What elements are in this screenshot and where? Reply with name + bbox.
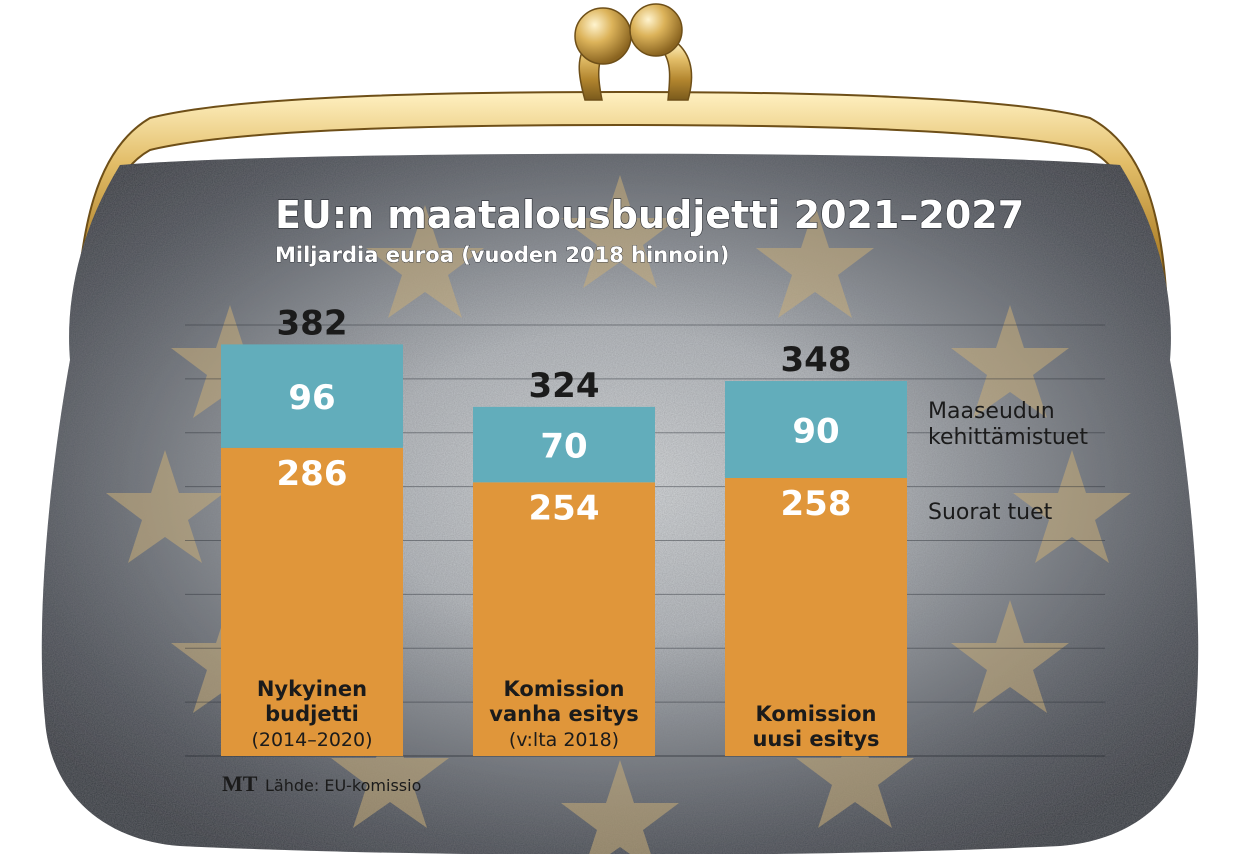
source-note: MT Lähde: EU-komissio bbox=[222, 771, 421, 796]
bar-series bbox=[221, 344, 907, 756]
category-label: Komission bbox=[504, 677, 625, 701]
total-label: 382 bbox=[277, 303, 348, 343]
legend-label-suorat: Suorat tuet bbox=[928, 500, 1053, 525]
total-label: 324 bbox=[529, 366, 600, 406]
clasp-ball-right bbox=[629, 3, 683, 57]
value-label-suorat: 286 bbox=[277, 454, 348, 494]
total-label: 348 bbox=[781, 340, 852, 380]
mt-logo: MT bbox=[222, 771, 258, 796]
value-label-suorat: 258 bbox=[781, 484, 852, 524]
bar-maaseudun-kehittamistuet bbox=[725, 381, 907, 479]
category-label: (2014–2020) bbox=[251, 729, 372, 751]
star-icon bbox=[951, 305, 1069, 418]
star-icon bbox=[796, 715, 914, 828]
category-label: vanha esitys bbox=[489, 702, 638, 726]
star-icon bbox=[1013, 450, 1131, 563]
purse-clasp bbox=[574, 3, 693, 101]
category-label: Komission bbox=[756, 702, 877, 726]
value-label-maaseudun: 70 bbox=[540, 427, 587, 467]
star-icon bbox=[366, 205, 484, 318]
category-label: (v:lta 2018) bbox=[509, 729, 619, 751]
bar-maaseudun-kehittamistuet bbox=[221, 344, 403, 448]
category-label: Nykyinen bbox=[257, 677, 367, 701]
star-icon bbox=[331, 715, 449, 828]
star-icon bbox=[756, 205, 874, 318]
star-icon bbox=[561, 760, 679, 859]
star-icon bbox=[561, 175, 679, 288]
bar-maaseudun-kehittamistuet bbox=[473, 406, 655, 483]
bar-suorat-tuet bbox=[725, 478, 907, 756]
category-label: budjetti bbox=[265, 702, 359, 726]
clasp-ball-left bbox=[574, 7, 632, 65]
star-icon bbox=[951, 600, 1069, 713]
source-text: Lähde: EU-komissio bbox=[265, 776, 421, 795]
star-icon bbox=[106, 450, 224, 563]
category-label: uusi esitys bbox=[752, 727, 879, 751]
value-label-suorat: 254 bbox=[529, 488, 600, 528]
bar-suorat-tuet bbox=[473, 482, 655, 756]
legend-label-maaseudun: kehittämistuet bbox=[928, 425, 1088, 450]
value-label-maaseudun: 90 bbox=[792, 412, 839, 452]
chart-title: EU:n maatalousbudjetti 2021–2027 bbox=[275, 193, 1024, 237]
legend-label-maaseudun: Maaseudun bbox=[928, 399, 1055, 424]
value-label-maaseudun: 96 bbox=[288, 378, 335, 418]
bar-suorat-tuet bbox=[221, 447, 403, 756]
chart-subtitle: Miljardia euroa (vuoden 2018 hinnoin) bbox=[275, 243, 729, 267]
